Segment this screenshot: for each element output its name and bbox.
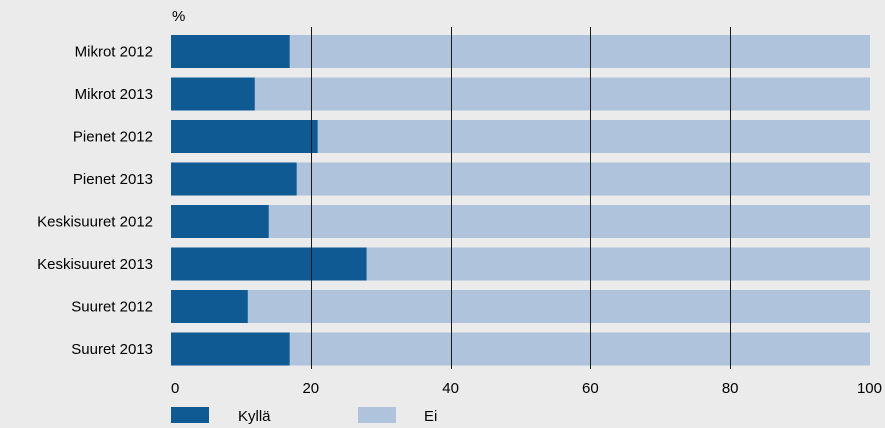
unit-label: % <box>172 8 185 25</box>
bar-kylla-1 <box>171 35 290 68</box>
bar-kylla-2 <box>171 77 255 111</box>
category-label: Mikrot 2012 <box>75 44 153 61</box>
x-tick-label: 80 <box>722 380 739 397</box>
x-tick-label: 0 <box>171 380 179 397</box>
bar-ei-6 <box>366 247 870 281</box>
category-label: Keskisuuret 2012 <box>37 214 153 231</box>
x-tick-label: 20 <box>302 380 319 397</box>
bar-ei-3 <box>317 120 870 153</box>
bar-ei-1 <box>289 35 871 68</box>
category-label: Keskisuuret 2013 <box>37 256 153 273</box>
category-labels: Mikrot 2012 Mikrot 2013 Pienet 2012 Pienet … <box>37 44 153 359</box>
category-label: Pienet 2013 <box>73 171 153 188</box>
bar-kylla-8 <box>171 332 290 366</box>
bar-kylla-4 <box>171 162 297 196</box>
bar-ei-4 <box>296 162 870 196</box>
gridlines <box>311 27 731 369</box>
x-tick-labels: 0 20 40 60 80 100 <box>171 380 882 397</box>
bar-kylla-3 <box>171 120 318 153</box>
category-label: Pienet 2012 <box>73 129 153 146</box>
x-tick-label: 100 <box>857 380 882 397</box>
legend-label-ei: Ei <box>424 408 437 425</box>
bar-kylla-7 <box>171 290 248 323</box>
legend: Kyllä Ei <box>171 407 437 425</box>
x-tick-label: 40 <box>442 380 459 397</box>
bar-ei-5 <box>268 205 870 238</box>
legend-label-kylla: Kyllä <box>238 408 271 425</box>
category-label: Suuret 2013 <box>71 341 153 358</box>
legend-swatch-ei <box>358 407 396 423</box>
bar-ei-8 <box>289 332 871 366</box>
category-label: Mikrot 2013 <box>75 86 153 103</box>
bar-ei-7 <box>247 290 870 323</box>
category-label: Suuret 2012 <box>71 299 153 316</box>
bar-ei-2 <box>254 77 870 111</box>
legend-swatch-kylla <box>171 407 209 423</box>
bar-kylla-6 <box>171 247 367 281</box>
x-tick-label: 60 <box>582 380 599 397</box>
bar-kylla-5 <box>171 205 269 238</box>
bars <box>171 35 871 366</box>
